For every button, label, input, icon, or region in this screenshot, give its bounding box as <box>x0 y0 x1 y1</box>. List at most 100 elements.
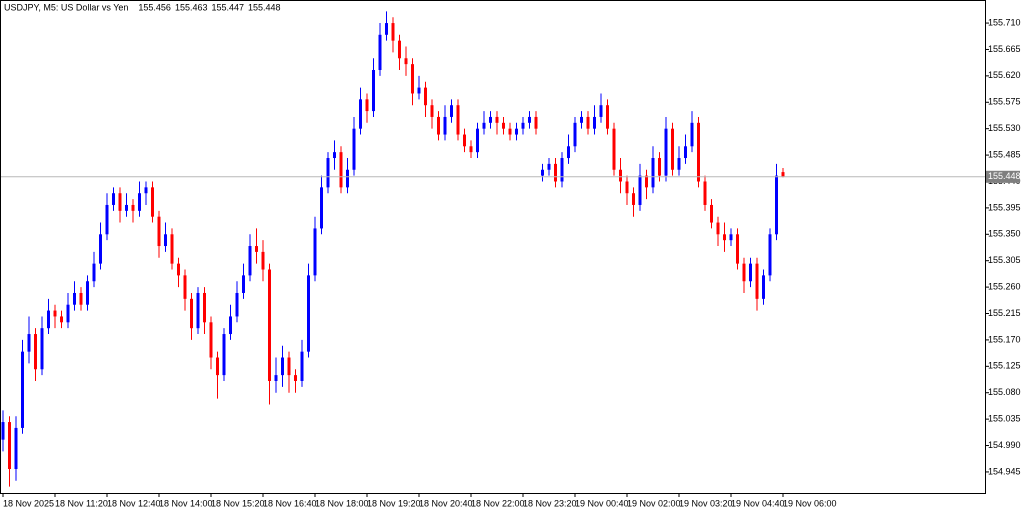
candle-body <box>671 128 674 170</box>
candle-body <box>138 193 141 211</box>
candle-body <box>658 158 661 176</box>
candle-body <box>274 375 278 381</box>
candle-body <box>1 422 5 440</box>
candle-body <box>476 128 479 153</box>
candle-body <box>73 292 76 305</box>
y-tick-label: 154.990 <box>988 440 1021 450</box>
candle-body <box>313 228 317 276</box>
candle-body <box>586 116 590 129</box>
candle-body <box>560 158 564 182</box>
candle-body <box>625 181 629 194</box>
candle-body <box>593 116 596 129</box>
x-tick-label: 19 Nov 03:20 <box>679 498 733 508</box>
x-tick-label: 18 Nov 19:20 <box>367 498 421 508</box>
candle-body <box>482 122 486 129</box>
candle-body <box>749 263 752 282</box>
candle-body <box>261 251 265 270</box>
chart-title: USDJPY, M5: US Dollar vs Yen <box>4 2 128 12</box>
x-tick-label: 19 Nov 02:00 <box>627 498 681 508</box>
candle-body <box>307 275 310 352</box>
candle-body <box>424 87 427 106</box>
y-tick-label: 155.125 <box>988 361 1021 371</box>
candle-body <box>320 187 323 229</box>
x-tick-label: 18 Nov 14:00 <box>159 498 213 508</box>
candle-body <box>365 99 369 112</box>
title-low: 155.447 <box>211 2 244 12</box>
x-tick-label: 18 Nov 22:00 <box>471 498 525 508</box>
y-tick-label: 155.620 <box>988 70 1021 80</box>
candle-body <box>378 34 382 71</box>
candle-body <box>450 105 453 117</box>
y-tick-label: 155.710 <box>988 17 1021 27</box>
candle-body <box>352 128 356 170</box>
candle-body <box>762 275 765 299</box>
candle-body <box>612 128 616 170</box>
y-tick-label: 155.395 <box>988 202 1021 212</box>
x-tick-label: 18 Nov 18:00 <box>315 498 369 508</box>
candle-body <box>131 204 135 211</box>
candle-body <box>177 263 180 276</box>
candle-body <box>768 234 772 276</box>
candle-body <box>203 292 206 323</box>
candle-body <box>456 105 460 135</box>
candle-body <box>547 163 551 170</box>
candle-body <box>222 334 226 376</box>
x-tick-label: 18 Nov 16:40 <box>263 498 317 508</box>
candle-body <box>144 187 148 194</box>
candle-body <box>567 146 570 159</box>
candle-body <box>463 134 466 147</box>
candle-body <box>14 427 18 470</box>
candle-body <box>125 204 128 211</box>
candle-body <box>573 122 577 147</box>
candle-body <box>521 122 525 129</box>
candle-body <box>346 169 349 188</box>
candle-body <box>385 23 388 35</box>
candle-body <box>541 169 544 176</box>
y-tick-label: 155.035 <box>988 414 1021 424</box>
candle-body <box>677 158 681 170</box>
candle-body <box>580 116 583 123</box>
candle-body <box>300 351 304 381</box>
x-tick-label: 18 Nov 20:40 <box>419 498 473 508</box>
candle-body <box>255 246 258 252</box>
candle-body <box>105 204 109 235</box>
candle-body <box>209 322 213 358</box>
candle-body <box>190 298 193 329</box>
y-tick-label: 155.260 <box>988 281 1021 291</box>
y-tick-label: 155.350 <box>988 229 1021 239</box>
candle-body <box>775 175 778 235</box>
candle-body <box>66 304 70 323</box>
candle-body <box>372 70 375 112</box>
plot-frame <box>0 0 986 494</box>
candle-body <box>79 292 83 305</box>
candle-body <box>411 64 414 94</box>
candle-body <box>619 169 622 182</box>
candle-body <box>697 122 700 182</box>
title-high: 155.463 <box>175 2 208 12</box>
candle-body <box>495 116 499 123</box>
candle-body <box>47 310 50 329</box>
candle-body <box>684 146 687 159</box>
candle-body <box>294 375 297 381</box>
candle-body <box>554 163 557 182</box>
y-tick-label: 155.215 <box>988 308 1021 318</box>
candle-body <box>723 234 726 241</box>
candle-body <box>333 152 336 159</box>
candle-body <box>92 263 96 282</box>
candle-body <box>40 328 44 370</box>
candle-body <box>99 234 102 264</box>
candle-body <box>489 116 492 123</box>
candle-body <box>27 334 31 352</box>
last-price-label: 155.448 <box>988 171 1021 181</box>
candle-body <box>21 351 24 428</box>
candle-body <box>443 116 447 135</box>
candle-body <box>690 122 694 147</box>
candle-body <box>391 23 395 41</box>
y-tick-label: 155.485 <box>988 149 1021 159</box>
candle-body <box>710 204 713 223</box>
x-tick-label: 18 Nov 2025 <box>3 498 54 508</box>
candle-body <box>53 310 57 317</box>
candle-body <box>170 234 174 264</box>
y-tick-label: 154.945 <box>988 466 1021 476</box>
candle-body <box>703 181 707 205</box>
